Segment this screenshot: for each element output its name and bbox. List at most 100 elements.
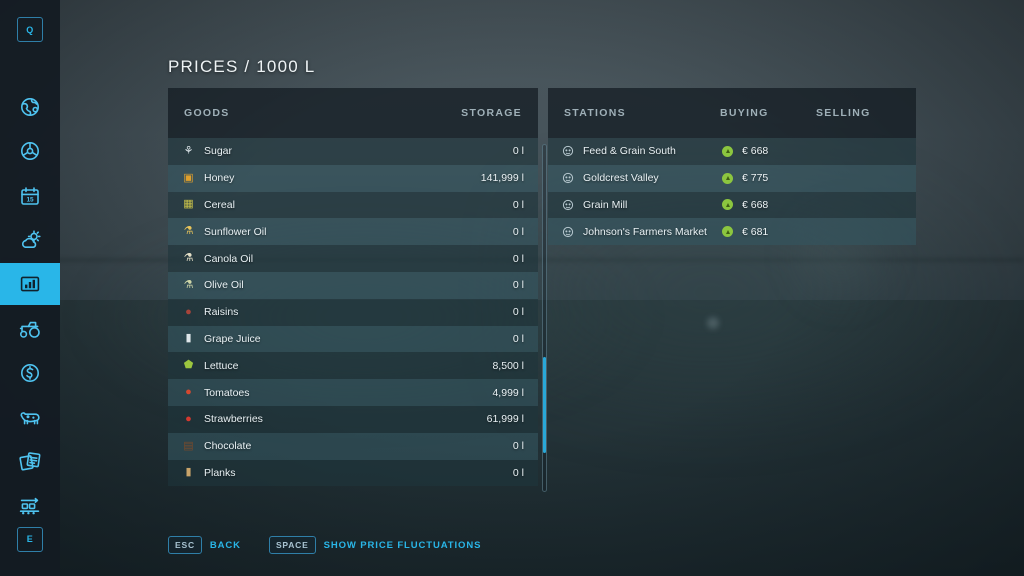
sidebar-key-e-label: E xyxy=(26,534,34,545)
station-buying-price: € 775 xyxy=(742,172,769,185)
goods-row-list: ⚘ Sugar 0 l ▣ Honey 141,999 l ▦ Cereal 0 l ⚗ Sunfl… xyxy=(168,138,538,487)
goods-storage-value: 0 l xyxy=(512,198,524,211)
lettuce-icon: ⬟ xyxy=(183,359,194,372)
stations-row-list: Feed & Grain South € 668 Goldcrest Valley €… xyxy=(548,138,916,246)
stations-column-header: STATIONS xyxy=(564,107,626,119)
goods-storage-value: 0 l xyxy=(512,225,524,238)
goods-column-header: GOODS xyxy=(184,107,230,119)
buying-indicator-icon xyxy=(722,145,733,157)
goods-name: Lettuce xyxy=(204,359,239,372)
hotkey-bar: ESC BACK SPACE SHOW PRICE FLUCTUATIONS xyxy=(168,536,481,554)
goods-name: Olive Oil xyxy=(204,279,244,292)
goods-name: Chocolate xyxy=(204,440,252,453)
grape-juice-icon: ▮ xyxy=(185,332,192,345)
hotkey-price-fluctuations[interactable]: SPACE SHOW PRICE FLUCTUATIONS xyxy=(268,536,481,554)
sidebar-item-prices[interactable] xyxy=(0,263,60,306)
goods-storage-value: 0 l xyxy=(512,145,524,158)
station-marker-icon xyxy=(562,226,574,238)
table-row[interactable]: ● Strawberries 61,999 l xyxy=(168,405,538,433)
table-row[interactable]: Grain Mill € 668 xyxy=(548,191,916,219)
svg-text:15: 15 xyxy=(26,196,34,203)
goods-storage-value: 141,999 l xyxy=(480,172,524,185)
table-row[interactable]: ▮ Grape Juice 0 l xyxy=(168,325,538,353)
raisins-icon: ● xyxy=(185,305,192,318)
documents-icon xyxy=(18,450,42,472)
goods-storage-value: 0 l xyxy=(512,440,524,453)
table-row[interactable]: Johnson's Farmers Market € 681 xyxy=(548,218,916,246)
sidebar-item-finances[interactable] xyxy=(0,352,60,394)
honey-icon: ▣ xyxy=(183,171,194,184)
table-row[interactable]: ▤ Chocolate 0 l xyxy=(168,432,538,460)
goods-name: Grape Juice xyxy=(204,332,261,345)
goods-name: Honey xyxy=(204,172,235,185)
goods-name: Raisins xyxy=(204,306,239,319)
station-name: Johnson's Farmers Market xyxy=(583,225,707,238)
sidebar-item-vehicle[interactable] xyxy=(0,130,60,172)
table-row[interactable]: ▮ Planks 0 l xyxy=(168,459,538,487)
sidebar: Q xyxy=(0,0,60,576)
hotkey-back[interactable]: ESC BACK xyxy=(168,536,241,554)
stations-panel-header: STATIONS BUYING SELLING xyxy=(548,88,916,138)
sidebar-key-hint-q: Q xyxy=(17,17,43,43)
dollar-icon xyxy=(19,362,41,384)
planks-icon: ▮ xyxy=(185,466,192,479)
goods-storage-value: 0 l xyxy=(512,466,524,479)
goods-name: Tomatoes xyxy=(204,386,250,399)
station-buying-cell: € 681 xyxy=(722,226,818,238)
goods-panel-header: GOODS STORAGE xyxy=(168,88,538,138)
station-name: Goldcrest Valley xyxy=(583,172,659,185)
sidebar-item-map[interactable] xyxy=(0,86,60,128)
goods-storage-value: 8,500 l xyxy=(492,359,524,372)
tractor-icon xyxy=(18,318,42,340)
page-title: PRICES / 1000 L xyxy=(168,57,316,76)
globe-icon xyxy=(19,96,41,118)
sidebar-item-production[interactable] xyxy=(0,485,60,527)
buying-column-header: BUYING xyxy=(720,107,769,119)
sidebar-item-contracts[interactable] xyxy=(0,440,60,482)
buying-indicator-icon xyxy=(722,172,733,184)
goods-storage-value: 0 l xyxy=(512,306,524,319)
goods-storage-value: 0 l xyxy=(512,279,524,292)
station-buying-price: € 681 xyxy=(742,225,769,238)
table-row[interactable]: ⚗ Sunflower Oil 0 l xyxy=(168,218,538,246)
goods-name: Cereal xyxy=(204,198,235,211)
buying-indicator-icon xyxy=(722,226,733,238)
station-name: Grain Mill xyxy=(583,198,628,211)
table-row[interactable]: ⚗ Olive Oil 0 l xyxy=(168,271,538,299)
sidebar-item-animals[interactable] xyxy=(0,396,60,438)
sidebar-item-calendar[interactable]: 15 xyxy=(0,175,60,217)
sidebar-key-hint-e: E xyxy=(17,526,43,552)
station-buying-cell: € 668 xyxy=(722,145,818,157)
table-row[interactable]: ▣ Honey 141,999 l xyxy=(168,164,538,192)
table-row[interactable]: Goldcrest Valley € 775 xyxy=(548,164,916,192)
goods-scrollbar-thumb[interactable] xyxy=(543,357,546,453)
weather-icon xyxy=(19,229,41,251)
goods-name: Canola Oil xyxy=(204,252,254,265)
table-row[interactable]: ⚗ Canola Oil 0 l xyxy=(168,245,538,272)
station-marker-icon xyxy=(562,145,574,157)
table-row[interactable]: Feed & Grain South € 668 xyxy=(548,138,916,165)
table-row[interactable]: ⬟ Lettuce 8,500 l xyxy=(168,352,538,380)
table-row[interactable]: ● Tomatoes 4,999 l xyxy=(168,379,538,406)
selling-column-header: SELLING xyxy=(816,107,871,119)
goods-name: Planks xyxy=(204,466,236,479)
table-row[interactable]: ▦ Cereal 0 l xyxy=(168,191,538,219)
sidebar-item-vehicles[interactable] xyxy=(0,307,60,349)
goods-name: Sugar xyxy=(204,145,233,158)
tomatoes-icon: ● xyxy=(185,386,192,399)
main-content: PRICES / 1000 L GOODS STORAGE ⚘ Sugar 0 l ▣… xyxy=(60,0,1024,576)
cereal-icon: ▦ xyxy=(183,198,194,211)
goods-storage-value: 0 l xyxy=(512,252,524,265)
station-marker-icon xyxy=(562,172,574,184)
table-row[interactable]: ⚘ Sugar 0 l xyxy=(168,138,538,165)
station-buying-price: € 668 xyxy=(742,145,769,158)
storage-column-header: STORAGE xyxy=(461,107,522,119)
hotkey-key-esc: ESC xyxy=(168,536,202,554)
table-row[interactable]: ● Raisins 0 l xyxy=(168,298,538,326)
sidebar-item-weather[interactable] xyxy=(0,219,60,261)
olive-oil-icon: ⚗ xyxy=(183,278,194,291)
sugar-icon: ⚘ xyxy=(183,144,194,157)
bar-chart-icon xyxy=(19,273,41,295)
station-buying-price: € 668 xyxy=(742,198,769,211)
goods-scrollbar[interactable] xyxy=(542,144,547,492)
